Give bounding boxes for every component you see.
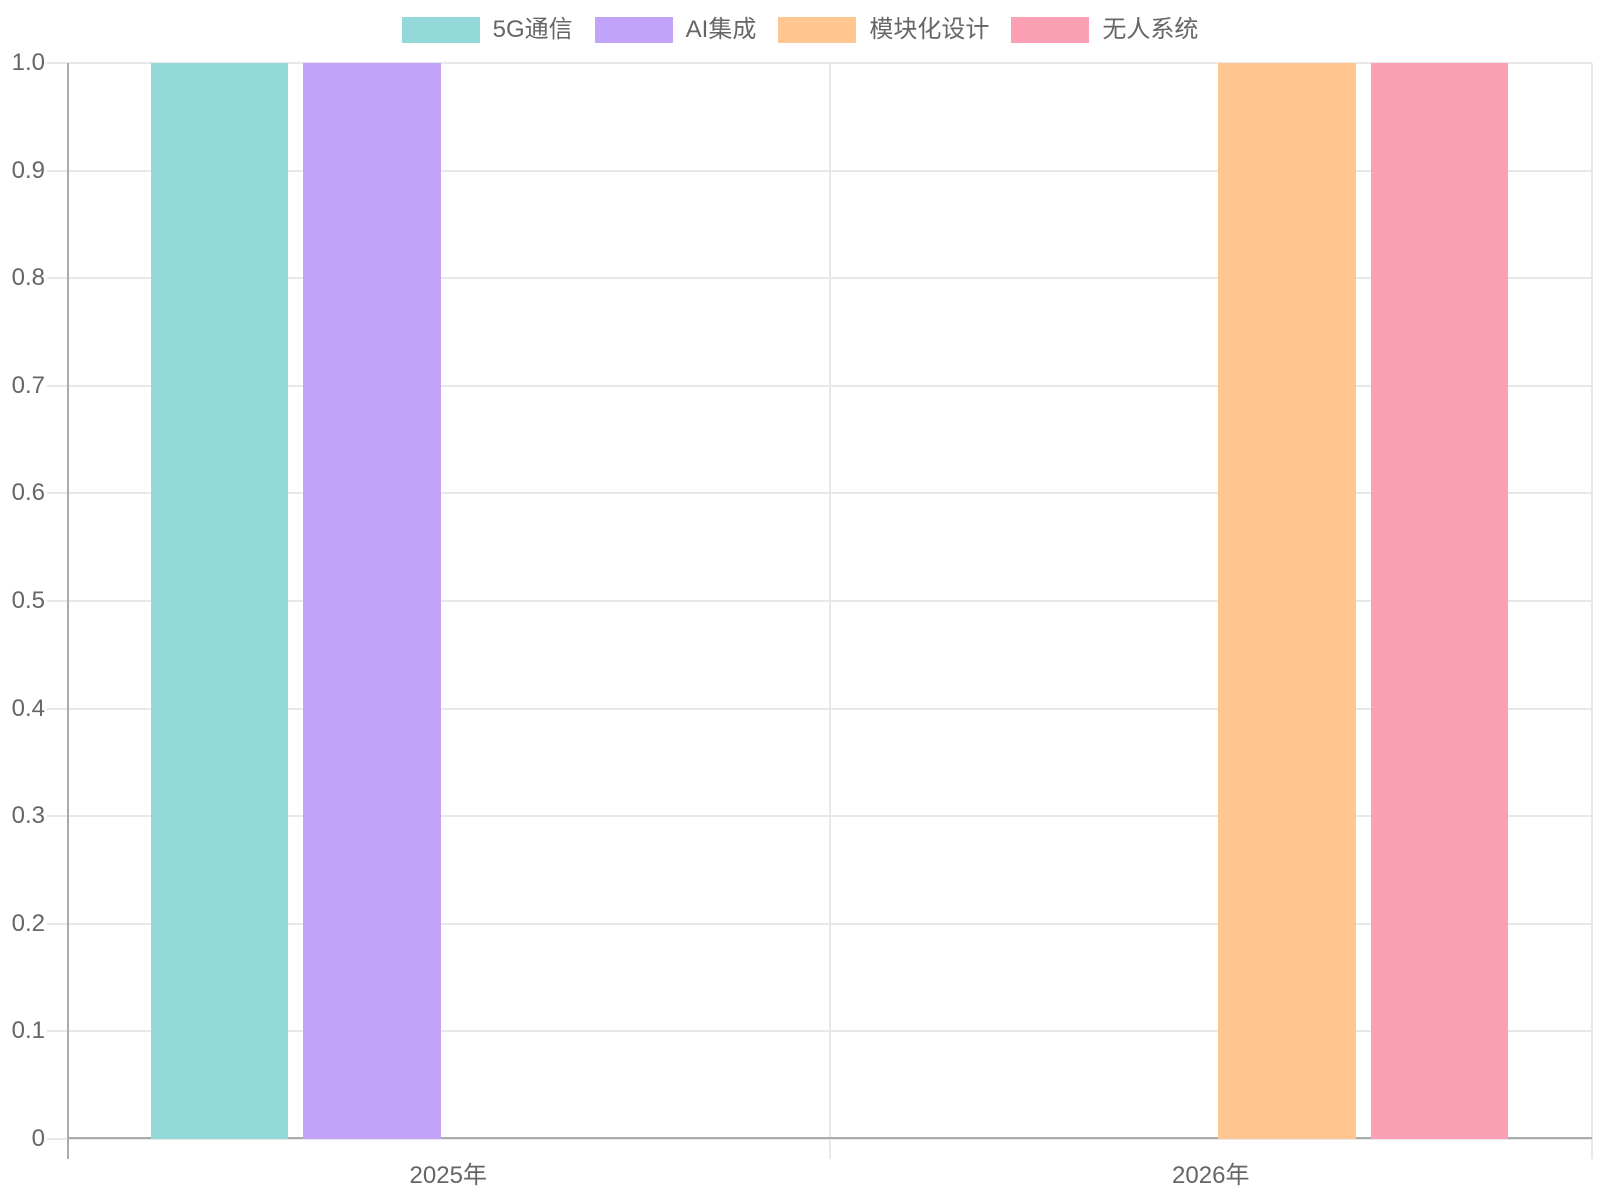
y-tick-label-0: 0 xyxy=(31,1125,45,1152)
y-gridline-1.0 xyxy=(47,62,1592,64)
y-tick-label-0.3: 0.3 xyxy=(11,802,45,830)
x-tick-label-2026年: 2026年 xyxy=(1172,1162,1250,1189)
y-gridline-0.2 xyxy=(47,922,1592,925)
y-tick-label-0.2: 0.2 xyxy=(11,909,45,937)
x-axis-line xyxy=(67,1137,1592,1139)
bar-5G通信-2025年[interactable] xyxy=(150,63,289,1139)
bar-无人系统-2026年[interactable] xyxy=(1370,63,1509,1139)
chart-legend: 5G通信 AI集成 模块化设计 无人系统 xyxy=(0,16,1600,44)
x-tick-label-2025年: 2025年 xyxy=(409,1162,487,1189)
legend-item-模块化设计[interactable]: 模块化设计 xyxy=(778,16,989,44)
bar-模块化设计-2026年[interactable] xyxy=(1218,63,1356,1139)
legend-label: 模块化设计 xyxy=(869,16,990,43)
y-gridline-0.1 xyxy=(47,1030,1592,1033)
x-boundary-gridline-1 xyxy=(828,63,831,1159)
legend-item-5G通信[interactable]: 5G通信 xyxy=(401,16,573,44)
y-tick-label-1.0: 1.0 xyxy=(11,49,45,76)
y-gridline-0.8 xyxy=(47,277,1592,280)
legend-swatch-5G通信 xyxy=(401,17,480,43)
y-tick-label-0.6: 0.6 xyxy=(11,479,45,507)
y-tick-label-0.9: 0.9 xyxy=(11,156,45,184)
legend-item-AI集成[interactable]: AI集成 xyxy=(594,16,757,44)
y-tick-label-0.8: 0.8 xyxy=(11,264,45,292)
y-tick-label-0.7: 0.7 xyxy=(11,371,45,399)
y-tick-label-0.5: 0.5 xyxy=(11,587,45,614)
x-boundary-gridline-2 xyxy=(1591,63,1593,1159)
bar-AI集成-2025年[interactable] xyxy=(303,63,441,1139)
y-gridline-0 xyxy=(47,1138,1592,1140)
y-gridline-0.9 xyxy=(47,169,1592,172)
y-gridline-0.7 xyxy=(47,384,1592,387)
y-gridline-0.5 xyxy=(47,600,1592,602)
legend-swatch-AI集成 xyxy=(594,17,673,43)
legend-swatch-无人系统 xyxy=(1011,17,1090,43)
legend-item-无人系统[interactable]: 无人系统 xyxy=(1011,16,1198,44)
y-tick-label-0.1: 0.1 xyxy=(11,1017,45,1045)
y-gridline-0.3 xyxy=(47,815,1592,818)
y-gridline-0.4 xyxy=(47,707,1592,710)
y-tick-label-0.4: 0.4 xyxy=(11,694,45,722)
legend-swatch-模块化设计 xyxy=(778,17,857,43)
legend-label: 无人系统 xyxy=(1102,16,1199,43)
y-gridline-0.6 xyxy=(47,492,1592,495)
plot-area xyxy=(47,62,1593,1159)
legend-label: AI集成 xyxy=(685,16,757,43)
legend-label: 5G通信 xyxy=(492,16,573,43)
y-axis-line xyxy=(67,63,69,1159)
